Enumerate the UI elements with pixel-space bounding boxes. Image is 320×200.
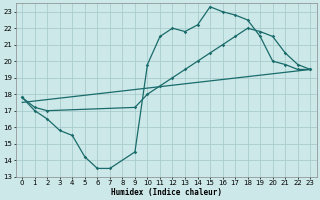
X-axis label: Humidex (Indice chaleur): Humidex (Indice chaleur) (111, 188, 222, 197)
